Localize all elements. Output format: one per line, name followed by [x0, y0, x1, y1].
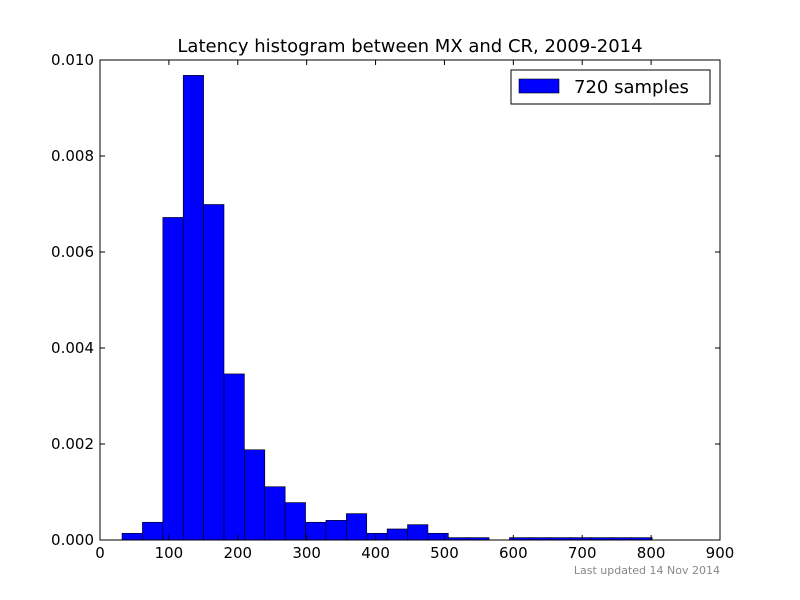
y-tick-label: 0.002	[51, 435, 94, 453]
last-updated-note: Last updated 14 Nov 2014	[574, 564, 720, 577]
y-tick-label: 0.006	[51, 243, 94, 261]
x-tick-label: 0	[95, 544, 105, 562]
y-tick-label: 0.008	[51, 147, 94, 165]
y-tick-label: 0.010	[51, 51, 94, 69]
x-tick-label: 800	[637, 544, 666, 562]
x-tick-label: 500	[430, 544, 459, 562]
x-tick-label: 200	[223, 544, 252, 562]
histogram-bar	[366, 532, 388, 541]
histogram-bar	[203, 204, 225, 541]
x-tick-label: 300	[292, 544, 321, 562]
y-tick-label: 0.004	[51, 339, 94, 357]
chart-title: Latency histogram between MX and CR, 200…	[177, 36, 642, 57]
histogram-bar	[407, 524, 429, 541]
y-tick-label: 0.000	[51, 531, 94, 549]
legend-swatch	[518, 78, 560, 94]
histogram-bar	[386, 528, 408, 541]
x-tick-label: 600	[499, 544, 528, 562]
axis-tick-labels: 0 100 200 300 400 500 600 700 800 900 0.000 0.002 0.…	[51, 51, 734, 562]
histogram-bar	[264, 486, 286, 541]
plot-frame	[99, 59, 721, 541]
legend: 720 samples	[510, 69, 711, 105]
histogram-bar	[244, 449, 266, 541]
histogram-bar	[305, 521, 327, 541]
histogram-bar	[182, 75, 204, 541]
histogram-bar	[142, 521, 164, 541]
histogram-bar	[223, 373, 245, 541]
x-tick-label: 100	[155, 544, 184, 562]
histogram-bar	[325, 520, 347, 541]
histogram-bar	[346, 513, 368, 541]
histogram-bar	[121, 532, 143, 541]
legend-label: 720 samples	[574, 77, 689, 98]
x-tick-label: 400	[361, 544, 390, 562]
x-tick-label: 700	[568, 544, 597, 562]
histogram-bar	[427, 532, 449, 541]
histogram-bars	[121, 75, 653, 541]
histogram-bar	[162, 217, 184, 541]
x-tick-label: 900	[706, 544, 735, 562]
histogram-bar	[284, 502, 306, 541]
